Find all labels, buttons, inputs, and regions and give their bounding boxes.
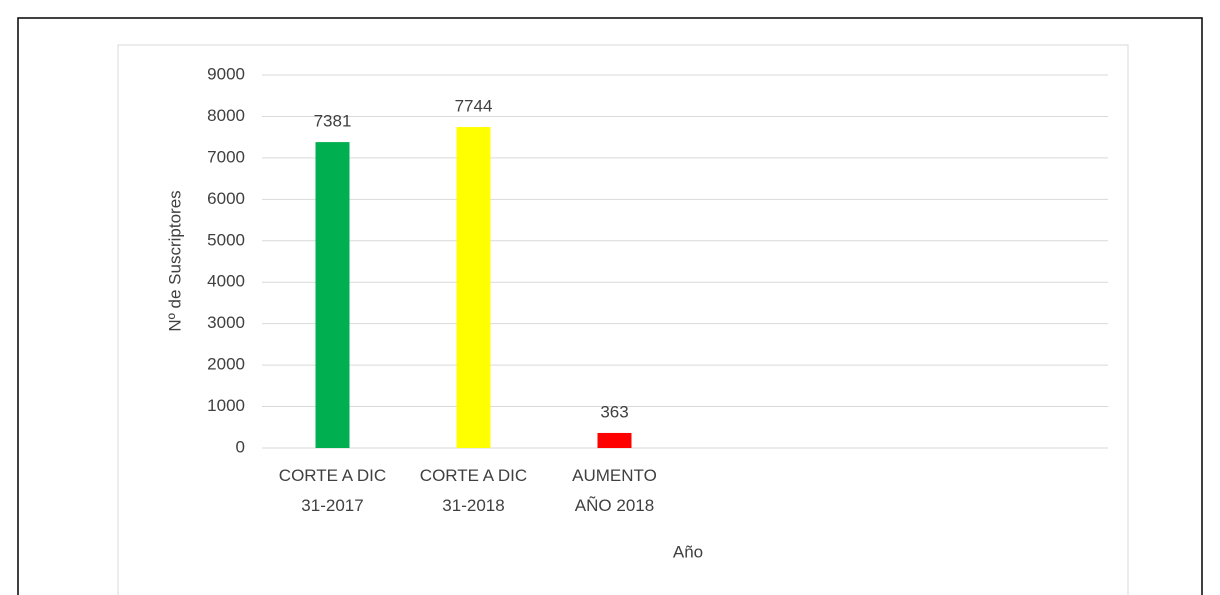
y-tick-label: 6000 (207, 189, 245, 208)
y-tick-label: 5000 (207, 230, 245, 249)
y-tick-label: 8000 (207, 106, 245, 125)
x-axis-title: Año (673, 542, 703, 561)
page-border (17, 17, 1203, 595)
chart-border (117, 44, 1129, 595)
bar (456, 127, 491, 448)
y-tick-label: 7000 (207, 147, 245, 166)
y-axis-title: Nº de Suscriptores (165, 190, 184, 331)
bar (315, 142, 350, 448)
y-tick-label: 1000 (207, 396, 245, 415)
data-label: 7744 (455, 97, 493, 116)
y-tick-label: 2000 (207, 355, 245, 374)
x-tick-label: AUMENTO AÑO 2018 (572, 466, 657, 515)
data-label: 363 (600, 402, 628, 421)
y-tick-label: 0 (236, 437, 245, 456)
data-label: 7381 (314, 112, 352, 131)
x-tick-label: CORTE A DIC 31-2017 (279, 466, 386, 515)
bar (597, 432, 632, 448)
x-tick-label: CORTE A DIC 31-2018 (420, 466, 527, 515)
y-tick-label: 4000 (207, 272, 245, 291)
y-tick-label: 3000 (207, 313, 245, 332)
y-tick-label: 9000 (207, 64, 245, 83)
